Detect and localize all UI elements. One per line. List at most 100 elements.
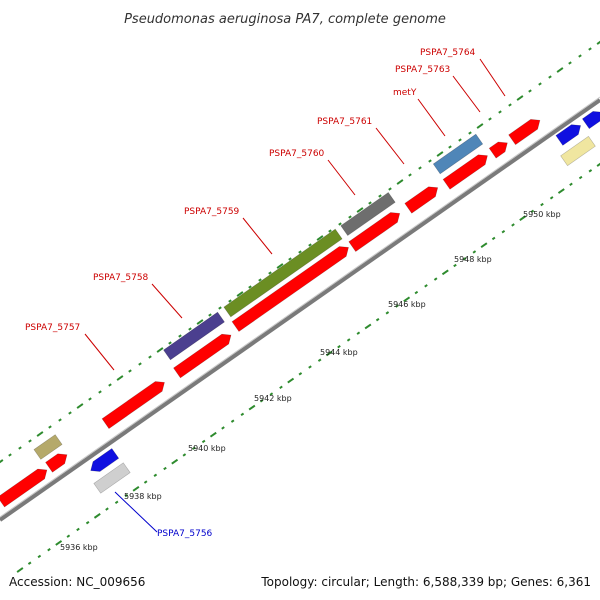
outer-scale-tick xyxy=(108,383,112,387)
inner-scale-tick xyxy=(403,296,411,303)
inner-scale-tick xyxy=(578,175,583,180)
gene-labels: PSPA7_5757 PSPA7_5758 PSPA7_5759 PSPA7_5… xyxy=(25,48,476,539)
cds-feature xyxy=(101,381,165,429)
outer-scale-tick xyxy=(48,425,52,429)
outer-scale-tick xyxy=(68,411,72,415)
cds-feature xyxy=(508,119,541,146)
outer-scale-tick xyxy=(568,61,572,65)
outer-scale-tick xyxy=(8,453,12,457)
scale-labels: 5936 kbp 5938 kbp 5940 kbp 5942 kbp 5944… xyxy=(60,210,561,552)
scale-label-5950: 5950 kbp xyxy=(523,210,561,219)
leader-line-pspa7-5764 xyxy=(479,58,506,97)
inner-scale-tick xyxy=(364,323,372,330)
gene-label-mety: metY xyxy=(393,88,417,98)
gene-label-pspa7-5759: PSPA7_5759 xyxy=(184,207,240,217)
outer-scale-tick xyxy=(188,327,192,331)
outer-scale-tick xyxy=(276,263,284,269)
accession-text: Accession: NC_009656 xyxy=(9,575,145,589)
outer-scale-tick xyxy=(498,110,502,114)
scale-label-5946: 5946 kbp xyxy=(388,300,426,309)
outer-scale-tick xyxy=(298,250,302,254)
outer-scale-tick xyxy=(528,89,532,93)
rna-feature-pale-yellow xyxy=(560,135,596,167)
outer-scale-tick xyxy=(348,215,352,219)
inner-scale-tick xyxy=(209,431,217,438)
inner-scale-tick xyxy=(317,358,322,362)
map-title: Pseudomonas aeruginosa PA7, complete gen… xyxy=(124,12,446,27)
scale-label-5938: 5938 kbp xyxy=(124,492,162,501)
outer-scale-tick xyxy=(28,439,32,443)
scale-label-5942: 5942 kbp xyxy=(254,394,292,403)
outer-scale-tick xyxy=(356,207,364,213)
outer-scale-tick xyxy=(248,285,252,289)
scale-label-5936: 5936 kbp xyxy=(60,543,98,552)
inner-scale-tick xyxy=(530,209,535,214)
outer-scale-tick xyxy=(88,397,92,401)
inner-scale-tick xyxy=(240,412,245,417)
outer-scale-tick xyxy=(168,341,172,345)
inner-scale-tick xyxy=(66,534,71,538)
inner-scale-tick xyxy=(132,485,140,492)
rna-feature-olive xyxy=(223,228,343,318)
inner-scale-tick xyxy=(480,242,488,249)
gene-label-pspa7-5760: PSPA7_5760 xyxy=(269,149,325,159)
cds-feature xyxy=(404,186,439,214)
outer-scale-tick xyxy=(316,235,324,241)
outer-scale-tick xyxy=(58,418,62,422)
inner-scale-tick xyxy=(501,229,506,234)
inner-scale-tick xyxy=(47,548,51,552)
inner-scale-tick xyxy=(433,277,438,281)
inner-scale-tick xyxy=(37,554,42,559)
outer-scale-tick xyxy=(18,446,22,450)
inner-scale-tick xyxy=(588,169,593,173)
outer-scale-tick xyxy=(368,201,372,205)
inner-scale-tick xyxy=(27,561,32,565)
inner-scale-tick xyxy=(491,236,496,241)
inner-scale-tick xyxy=(201,439,206,444)
gene-label-pspa7-5764: PSPA7_5764 xyxy=(420,48,476,58)
cds-feature xyxy=(231,246,349,332)
outer-scale-tick xyxy=(288,257,292,261)
rna-feature-steel xyxy=(432,133,484,175)
inner-scale-tick xyxy=(298,372,303,376)
outer-scale-tick xyxy=(138,362,142,366)
scale-label-5948: 5948 kbp xyxy=(454,255,492,264)
inner-scale-tick xyxy=(55,540,63,546)
leader-line-pspa7-5759 xyxy=(242,217,273,255)
outer-scale-tick xyxy=(418,166,422,170)
outer-scale-tick xyxy=(268,271,272,275)
gene-label-pspa7-5758: PSPA7_5758 xyxy=(93,273,149,283)
inner-scale-tick xyxy=(279,385,283,389)
inner-scale-tick xyxy=(337,345,341,349)
gene-label-pspa7-5756: PSPA7_5756 xyxy=(157,529,213,539)
rna-feature-light-gray xyxy=(93,462,131,494)
inner-scale-tick xyxy=(76,527,80,532)
outer-scale-tick xyxy=(196,319,204,325)
inner-scale-tick xyxy=(540,202,544,207)
outer-scale-tick xyxy=(148,355,152,359)
outer-scale-tick xyxy=(588,47,592,51)
inner-scale-tick xyxy=(192,446,196,450)
inner-scale-tick xyxy=(287,377,295,384)
outer-scale-tick xyxy=(556,67,564,73)
outer-scale-tick xyxy=(408,173,412,177)
outer-scale-tick xyxy=(468,131,472,135)
inner-scale-tick xyxy=(549,196,554,200)
outer-scale-tick xyxy=(508,103,512,107)
inner-scale-tick xyxy=(105,507,109,511)
cds-feature xyxy=(442,154,488,190)
scale-label-5940: 5940 kbp xyxy=(188,444,226,453)
inner-scale-tick xyxy=(153,473,158,477)
inner-scale-tick xyxy=(519,215,527,221)
outer-scale-tick xyxy=(178,334,182,338)
cds-feature-blue xyxy=(555,124,582,146)
gene-label-pspa7-5763: PSPA7_5763 xyxy=(395,65,450,75)
outer-scale-tick xyxy=(488,117,492,121)
outer-scale-tick xyxy=(458,138,462,142)
inner-scale-tick xyxy=(356,331,361,335)
cds-feature-blue xyxy=(581,111,600,130)
outer-scale-tick xyxy=(328,229,332,233)
inner-scale-tick xyxy=(171,458,179,465)
